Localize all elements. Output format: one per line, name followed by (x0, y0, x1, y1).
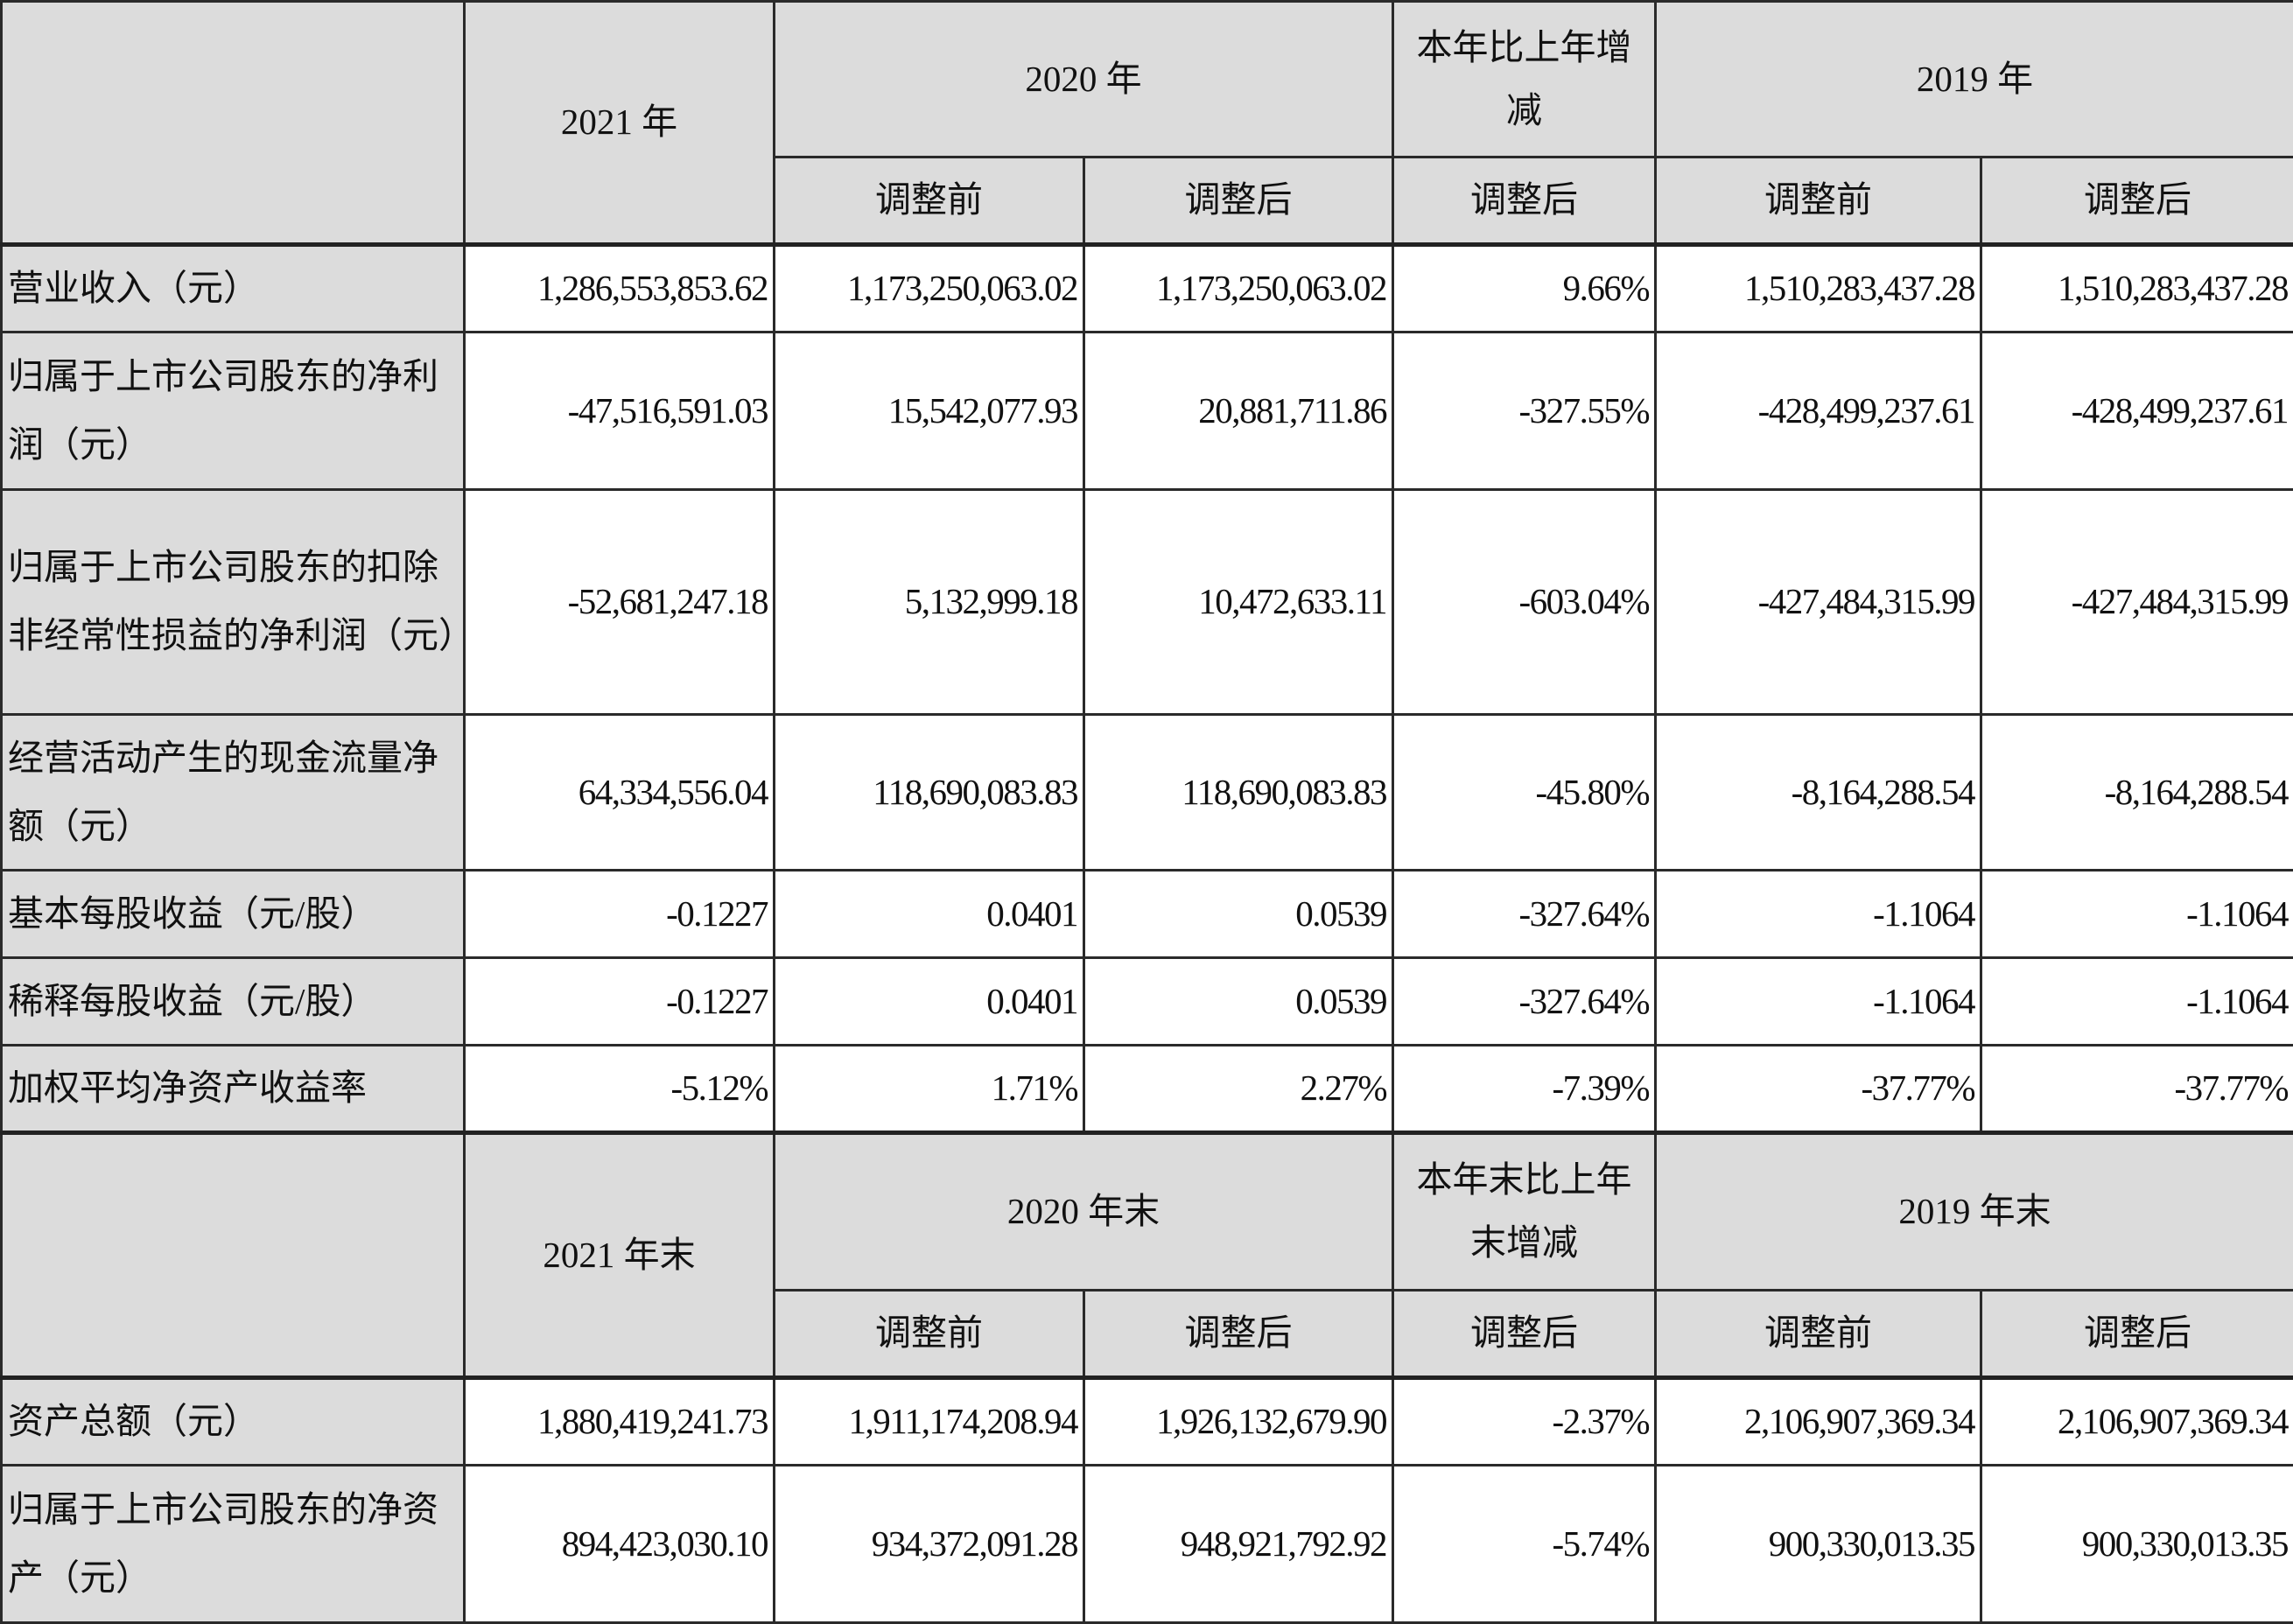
header-2020-before-adjust: 调整前 (775, 1291, 1084, 1378)
section1-header-row-top: 2021 年 2020 年 本年比上年增减 2019 年 (2, 2, 2293, 158)
header-2020-after-adjust: 调整后 (1084, 158, 1393, 245)
header-change-after-adjust: 调整后 (1393, 1291, 1656, 1378)
cell-2021: -0.1227 (465, 871, 775, 958)
cell-2021: 1,880,419,241.73 (465, 1378, 775, 1466)
table-row-operating-cash-flow: 经营活动产生的现金流量净额（元） 64,334,556.04 118,690,0… (2, 715, 2293, 871)
header-corner-cell (2, 2, 465, 245)
cell-change: -327.55% (1393, 332, 1656, 490)
cell-2019-before: -8,164,288.54 (1656, 715, 1981, 871)
row-label: 归属于上市公司股东的净资产（元） (2, 1466, 465, 1623)
row-label: 稀释每股收益（元/股） (2, 958, 465, 1046)
header-2019-before-adjust: 调整前 (1656, 1291, 1981, 1378)
cell-2021: 894,423,030.10 (465, 1466, 775, 1623)
table-row-basic-eps: 基本每股收益（元/股） -0.1227 0.0401 0.0539 -327.6… (2, 871, 2293, 958)
cell-2021: -47,516,591.03 (465, 332, 775, 490)
cell-2021: 1,286,553,853.62 (465, 245, 775, 332)
header-2019-before-adjust: 调整前 (1656, 158, 1981, 245)
cell-2020-after: 2.27% (1084, 1046, 1393, 1133)
row-label: 归属于上市公司股东的扣除非经常性损益的净利润（元） (2, 490, 465, 715)
cell-2020-before: 5,132,999.18 (775, 490, 1084, 715)
cell-2019-after: -428,499,237.61 (1981, 332, 2293, 490)
cell-2019-after: -8,164,288.54 (1981, 715, 2293, 871)
cell-2019-before: -428,499,237.61 (1656, 332, 1981, 490)
cell-2020-before: 0.0401 (775, 958, 1084, 1046)
row-label: 加权平均净资产收益率 (2, 1046, 465, 1133)
header-change-after-adjust: 调整后 (1393, 158, 1656, 245)
cell-2019-after: -427,484,315.99 (1981, 490, 2293, 715)
row-label: 基本每股收益（元/股） (2, 871, 465, 958)
table-row-diluted-eps: 稀释每股收益（元/股） -0.1227 0.0401 0.0539 -327.6… (2, 958, 2293, 1046)
header-2019-after-adjust: 调整后 (1981, 1291, 2293, 1378)
header-2021-end: 2021 年末 (465, 1133, 775, 1378)
cell-2020-after: 20,881,711.86 (1084, 332, 1393, 490)
table-row-weighted-roe: 加权平均净资产收益率 -5.12% 1.71% 2.27% -7.39% -37… (2, 1046, 2293, 1133)
table-row-net-profit-excl-nonrecurring: 归属于上市公司股东的扣除非经常性损益的净利润（元） -52,681,247.18… (2, 490, 2293, 715)
header-2019-after-adjust: 调整后 (1981, 158, 2293, 245)
cell-2020-after: 118,690,083.83 (1084, 715, 1393, 871)
header-2020: 2020 年 (775, 2, 1393, 158)
table-row-net-profit: 归属于上市公司股东的净利润（元） -47,516,591.03 15,542,0… (2, 332, 2293, 490)
cell-2019-before: 900,330,013.35 (1656, 1466, 1981, 1623)
cell-change: -327.64% (1393, 871, 1656, 958)
cell-2019-before: -37.77% (1656, 1046, 1981, 1133)
cell-2019-before: -427,484,315.99 (1656, 490, 1981, 715)
header-corner-cell (2, 1133, 465, 1378)
header-2020-after-adjust: 调整后 (1084, 1291, 1393, 1378)
cell-2020-before: 0.0401 (775, 871, 1084, 958)
row-label: 经营活动产生的现金流量净额（元） (2, 715, 465, 871)
section2-header-row-top: 2021 年末 2020 年末 本年末比上年末增减 2019 年末 (2, 1133, 2293, 1291)
cell-2019-before: -1.1064 (1656, 958, 1981, 1046)
header-yoy-change: 本年比上年增减 (1393, 2, 1656, 158)
cell-2020-before: 1.71% (775, 1046, 1084, 1133)
table-row-operating-revenue: 营业收入（元） 1,286,553,853.62 1,173,250,063.0… (2, 245, 2293, 332)
header-2019-end: 2019 年末 (1656, 1133, 2293, 1291)
cell-change: -5.74% (1393, 1466, 1656, 1623)
cell-2021: -52,681,247.18 (465, 490, 775, 715)
cell-2020-after: 10,472,633.11 (1084, 490, 1393, 715)
cell-2021: 64,334,556.04 (465, 715, 775, 871)
cell-2019-before: -1.1064 (1656, 871, 1981, 958)
header-2020-end: 2020 年末 (775, 1133, 1393, 1291)
table-row-total-assets: 资产总额（元） 1,880,419,241.73 1,911,174,208.9… (2, 1378, 2293, 1466)
cell-2019-after: 1,510,283,437.28 (1981, 245, 2293, 332)
cell-2021: -0.1227 (465, 958, 775, 1046)
cell-2019-after: -1.1064 (1981, 871, 2293, 958)
cell-2020-before: 1,173,250,063.02 (775, 245, 1084, 332)
cell-2020-after: 0.0539 (1084, 871, 1393, 958)
cell-2019-after: 2,106,907,369.34 (1981, 1378, 2293, 1466)
cell-change: -327.64% (1393, 958, 1656, 1046)
table-row-net-assets: 归属于上市公司股东的净资产（元） 894,423,030.10 934,372,… (2, 1466, 2293, 1623)
cell-2020-after: 948,921,792.92 (1084, 1466, 1393, 1623)
header-2019: 2019 年 (1656, 2, 2293, 158)
row-label: 资产总额（元） (2, 1378, 465, 1466)
cell-2019-before: 2,106,907,369.34 (1656, 1378, 1981, 1466)
row-label: 营业收入（元） (2, 245, 465, 332)
cell-2019-before: 1,510,283,437.28 (1656, 245, 1981, 332)
cell-2019-after: -1.1064 (1981, 958, 2293, 1046)
cell-change: -45.80% (1393, 715, 1656, 871)
cell-2020-before: 1,911,174,208.94 (775, 1378, 1084, 1466)
cell-2020-before: 934,372,091.28 (775, 1466, 1084, 1623)
cell-2020-before: 15,542,077.93 (775, 332, 1084, 490)
cell-change: -603.04% (1393, 490, 1656, 715)
cell-2020-after: 1,173,250,063.02 (1084, 245, 1393, 332)
cell-2019-after: -37.77% (1981, 1046, 2293, 1133)
cell-2019-after: 900,330,013.35 (1981, 1466, 2293, 1623)
cell-2020-after: 0.0539 (1084, 958, 1393, 1046)
cell-change: -7.39% (1393, 1046, 1656, 1133)
cell-change: 9.66% (1393, 245, 1656, 332)
header-2020-before-adjust: 调整前 (775, 158, 1084, 245)
cell-2021: -5.12% (465, 1046, 775, 1133)
row-label: 归属于上市公司股东的净利润（元） (2, 332, 465, 490)
cell-change: -2.37% (1393, 1378, 1656, 1466)
cell-2020-before: 118,690,083.83 (775, 715, 1084, 871)
header-yoy-end-change: 本年末比上年末增减 (1393, 1133, 1656, 1291)
header-2021: 2021 年 (465, 2, 775, 245)
cell-2020-after: 1,926,132,679.90 (1084, 1378, 1393, 1466)
